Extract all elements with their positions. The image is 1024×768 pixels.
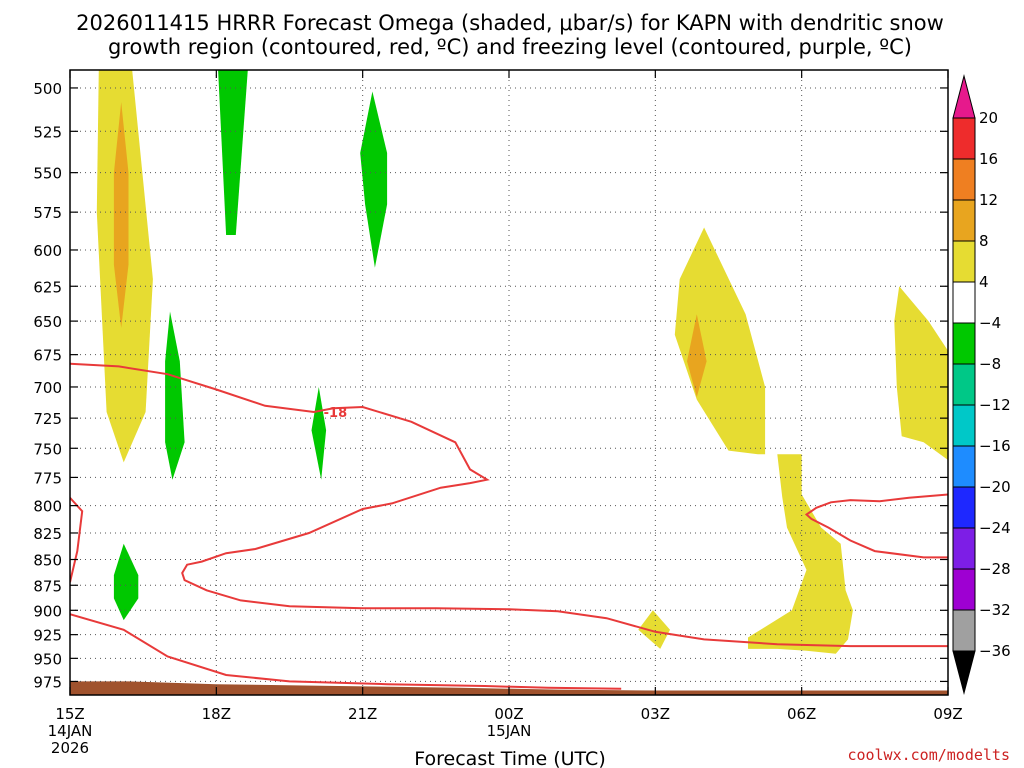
colorbar-swatch-5 (952, 322, 976, 365)
y-tick-label-10: 750 (33, 440, 62, 458)
colorbar-label-1: 16 (979, 150, 998, 168)
dendritic-contours: -18 (70, 362, 948, 690)
x-tick-label-2-line-0: 21Z (348, 705, 377, 723)
colorbar-swatch-6 (952, 363, 976, 406)
colorbar-swatch-12 (952, 609, 976, 652)
plot-area: -18 (70, 70, 948, 695)
x-tick-label-3-line-0: 00Z (494, 705, 523, 723)
colorbar-label-0: 20 (979, 109, 998, 127)
y-tick-label-7: 675 (33, 347, 62, 365)
x-tick-label-3-line-1: 15JAN (487, 722, 532, 740)
omega-region-6 (113, 543, 139, 621)
x-tick-label-1: 18Z (202, 705, 231, 723)
x-tick-label-0: 15Z 14JAN 2026 (48, 705, 93, 757)
omega-region-9 (894, 286, 948, 460)
dendritic-contour-label-0: -18 (324, 406, 348, 421)
colorbar-swatch-1 (952, 158, 976, 201)
x-tick-label-4-line-0: 03Z (641, 705, 670, 723)
colorbar-label-12: −32 (979, 601, 1011, 619)
colorbar-label-2: 12 (979, 191, 998, 209)
y-tick-label-12: 800 (33, 498, 62, 516)
omega-region-4 (165, 311, 185, 480)
y-tick-label-18: 950 (33, 650, 62, 668)
colorbar-swatch-0 (952, 117, 976, 160)
x-tick-label-1-line-0: 18Z (202, 705, 231, 723)
grid-lines (70, 70, 948, 695)
colorbar-label-7: −12 (979, 396, 1011, 414)
y-tick-label-19: 975 (33, 673, 62, 691)
site-credit: coolwx.com/modelts (847, 746, 1010, 764)
omega-region-8 (687, 314, 707, 398)
axes: 500 525 550 575 600 625 650 675 700 725 750 775 800 8… (33, 69, 963, 757)
x-tick-label-5: 06Z (787, 705, 816, 723)
x-tick-label-0-line-0: 15Z (55, 705, 84, 723)
x-tick-label-0-line-2: 2026 (51, 739, 89, 757)
colorbar-swatch-4 (952, 281, 976, 324)
colorbar-label-9: −20 (979, 478, 1011, 496)
colorbar-label-6: −8 (979, 355, 1001, 373)
colorbar-swatch-2 (952, 199, 976, 242)
y-tick-label-14: 850 (33, 552, 62, 570)
colorbar-swatch-10 (952, 527, 976, 570)
colorbar: 20 16 12 8 4 −4 −8 −12 −16 −20 −24 −28 −32 −36 (952, 74, 1011, 695)
x-tick-label-3: 00Z 15JAN (487, 705, 532, 740)
y-tick-label-0: 500 (33, 80, 62, 98)
colorbar-label-4: 4 (979, 273, 989, 291)
x-axis-title: Forecast Time (UTC) (414, 748, 605, 768)
x-tick-label-6: 09Z (933, 705, 962, 723)
colorbar-label-10: −24 (979, 519, 1011, 537)
y-tick-label-2: 550 (33, 165, 62, 183)
y-tick-label-5: 625 (33, 278, 62, 296)
y-tick-label-15: 875 (33, 577, 62, 595)
colorbar-swatch-8 (952, 445, 976, 488)
omega-region-2 (218, 70, 248, 235)
y-tick-label-11: 775 (33, 469, 62, 487)
colorbar-label-11: −28 (979, 560, 1011, 578)
omega-region-11 (70, 681, 948, 695)
chart-title-line-1: 2026011415 HRRR Forecast Omega (shaded, … (76, 11, 944, 35)
y-tick-label-6: 650 (33, 313, 62, 331)
omega-region-1 (113, 102, 129, 328)
x-tick-label-4: 03Z (641, 705, 670, 723)
dendritic-contour-0 (70, 362, 948, 648)
y-tick-label-4: 600 (33, 242, 62, 260)
colorbar-label-3: 8 (979, 232, 989, 250)
y-tick-label-16: 900 (33, 602, 62, 620)
colorbar-label-5: −4 (979, 314, 1001, 332)
colorbar-bottom-arrow (952, 650, 976, 695)
y-tick-label-3: 575 (33, 204, 62, 222)
colorbar-label-13: −36 (979, 642, 1011, 660)
y-tick-label-8: 700 (33, 379, 62, 397)
y-tick-label-1: 525 (33, 123, 62, 141)
y-tick-label-17: 925 (33, 627, 62, 645)
colorbar-swatch-3 (952, 240, 976, 283)
x-tick-label-6-line-0: 09Z (933, 705, 962, 723)
omega-region-10 (638, 610, 670, 649)
chart-title-line-2: growth region (contoured, red, ºC) and f… (108, 35, 912, 59)
colorbar-top-arrow (952, 74, 976, 119)
colorbar-swatch-11 (952, 568, 976, 611)
dendritic-contour-2 (70, 613, 622, 690)
x-tick-label-5-line-0: 06Z (787, 705, 816, 723)
x-tick-label-0-line-1: 14JAN (48, 722, 93, 740)
colorbar-label-8: −16 (979, 437, 1011, 455)
omega-region-3 (360, 91, 388, 268)
omega-region-5 (311, 387, 327, 480)
dendritic-contour-1 (70, 497, 84, 583)
omega-region-7 (674, 227, 853, 654)
y-tick-label-13: 825 (33, 525, 62, 543)
omega-shading (70, 70, 948, 695)
dendritic-contour-3 (804, 493, 948, 559)
colorbar-swatch-9 (952, 486, 976, 529)
colorbar-swatch-7 (952, 404, 976, 447)
x-tick-label-2: 21Z (348, 705, 377, 723)
y-tick-label-9: 725 (33, 410, 62, 428)
